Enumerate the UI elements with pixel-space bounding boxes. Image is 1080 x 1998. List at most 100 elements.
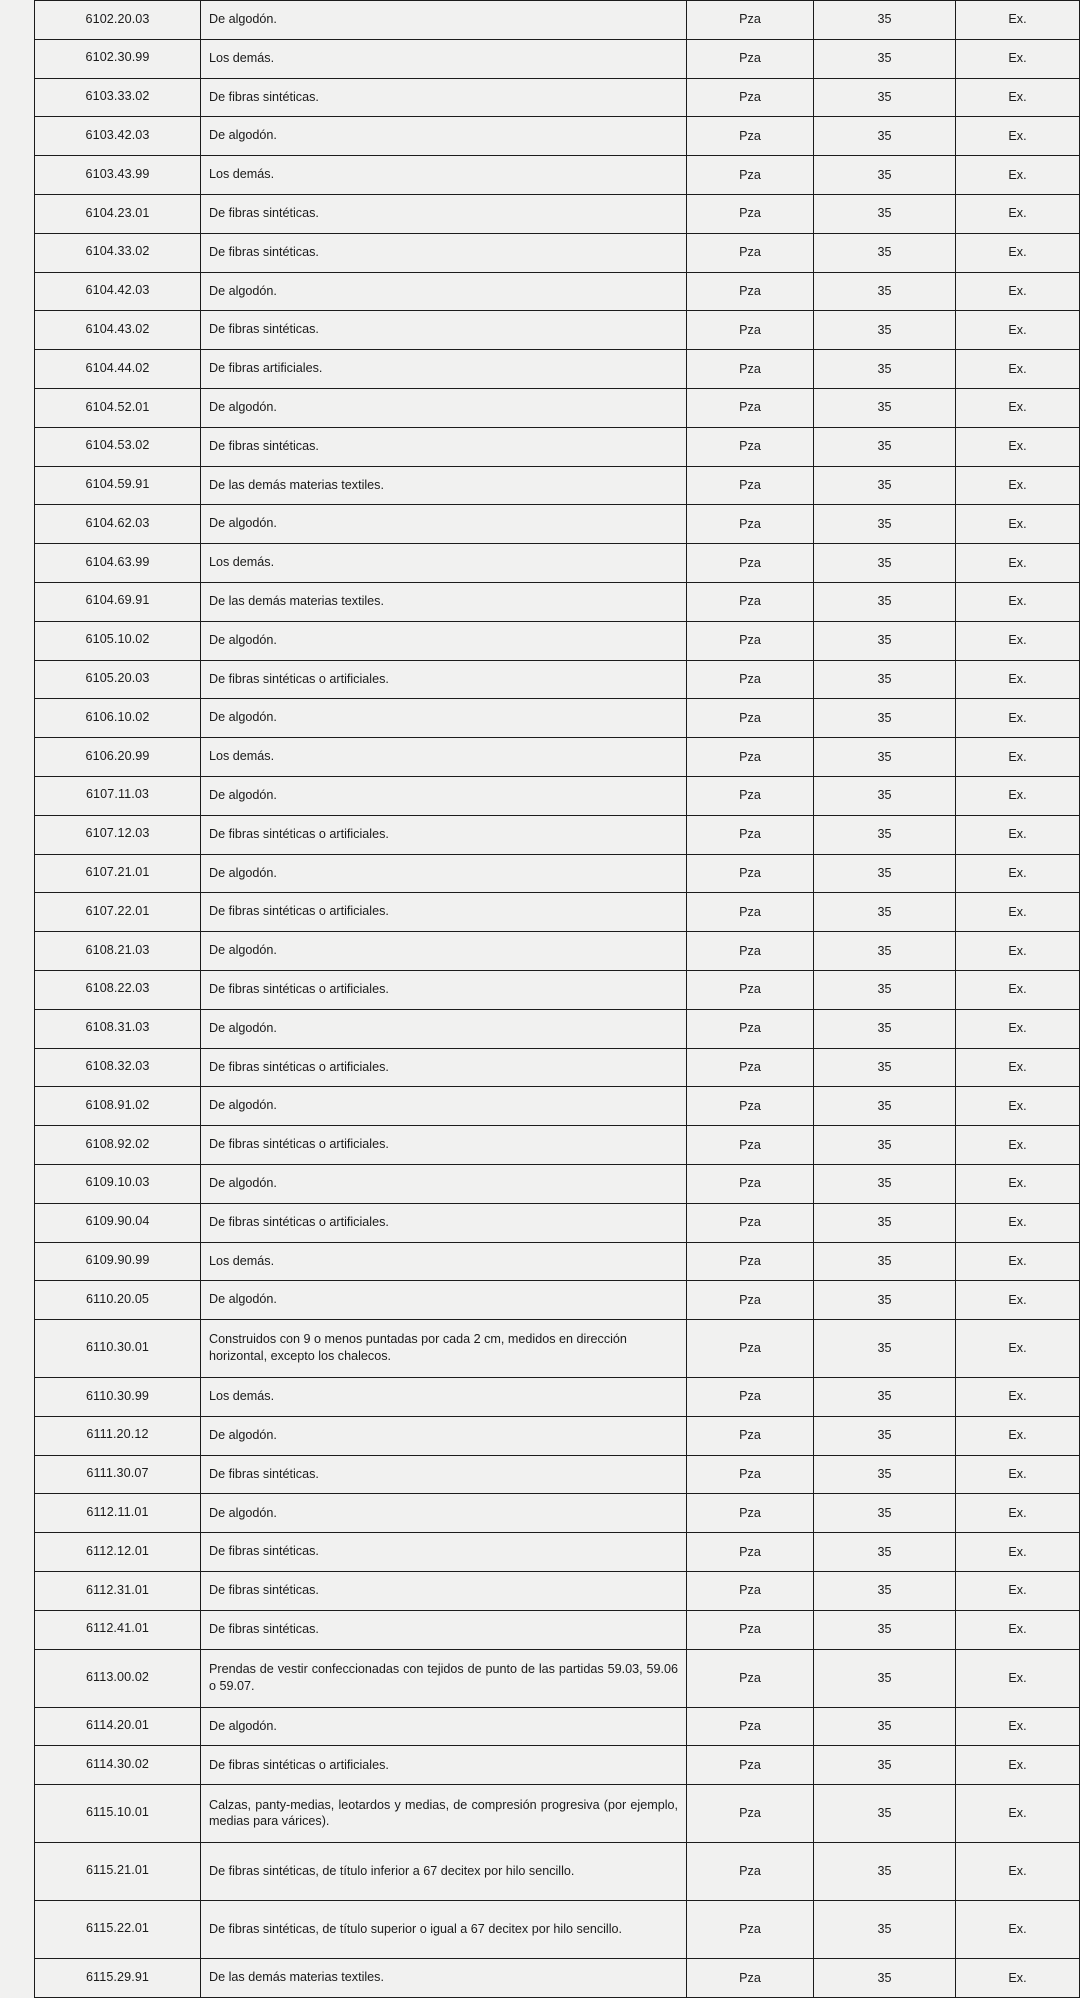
cell-tariff-code: 6113.00.02 [34,1648,201,1708]
cell-tariff-code: 6114.30.02 [34,1745,201,1786]
table-row: 6115.29.91 De las demás materias textiles… [34,1958,1080,1998]
cell-unit-of-measure: Pza [686,1706,814,1747]
cell-unit-of-measure: Pza [686,1532,814,1573]
cell-unit-of-measure: Pza [686,892,814,933]
cell-description: De fibras sintéticas. [200,77,687,118]
table-row: 6107.22.01 De fibras sintéticas o artific… [34,892,1080,933]
cell-unit-of-measure: Pza [686,1493,814,1534]
table-row: 6110.30.01 Construidos con 9 o menos punt… [34,1319,1080,1379]
cell-tariff-rate: 35 [813,1958,956,1998]
cell-tariff-rate: 35 [813,931,956,971]
cell-description: De algodón. [200,504,687,545]
table-row: 6115.22.01 De fibras sintéticas, de títul… [34,1900,1080,1960]
cell-tariff-code: 6108.21.03 [34,931,201,971]
cell-unit-of-measure: Pza [686,1958,814,1998]
cell-tariff-code: 6104.23.01 [34,193,201,234]
cell-unit-of-measure: Pza [686,581,814,622]
cell-description: De las demás materias textiles. [200,465,687,506]
cell-tariff-rate: 35 [813,1609,956,1650]
cell-preference: Ex. [955,775,1080,816]
cell-unit-of-measure: Pza [686,1571,814,1611]
cell-tariff-code: 6108.91.02 [34,1086,201,1127]
cell-unit-of-measure: Pza [686,1377,814,1417]
cell-preference: Ex. [955,349,1080,389]
table-row: 6104.59.91 De las demás materias textiles… [34,465,1080,506]
cell-unit-of-measure: Pza [686,426,814,467]
cell-description: De fibras sintéticas. [200,426,687,467]
table-row: 6111.30.07 De fibras sintéticas. Pza 35 Ex. [34,1454,1080,1495]
table-row: 6108.91.02 De algodón. Pza 35 Ex. [34,1086,1080,1127]
table-row: 6104.23.01 De fibras sintéticas. Pza 35 Ex. [34,193,1080,234]
table-row: 6110.20.05 De algodón. Pza 35 Ex. [34,1280,1080,1321]
table-row: 6107.21.01 De algodón. Pza 35 Ex. [34,853,1080,894]
cell-preference: Ex. [955,1493,1080,1534]
cell-tariff-rate: 35 [813,155,956,195]
cell-tariff-rate: 35 [813,1900,956,1960]
cell-preference: Ex. [955,38,1080,79]
cell-tariff-code: 6109.90.99 [34,1241,201,1282]
cell-description: De algodón. [200,620,687,661]
cell-preference: Ex. [955,1571,1080,1611]
cell-preference: Ex. [955,1008,1080,1049]
cell-unit-of-measure: Pza [686,737,814,777]
cell-preference: Ex. [955,310,1080,351]
table-row: 6105.10.02 De algodón. Pza 35 Ex. [34,620,1080,661]
table-row: 6104.43.02 De fibras sintéticas. Pza 35 Ex. [34,310,1080,351]
cell-tariff-code: 6107.12.03 [34,814,201,855]
cell-tariff-rate: 35 [813,620,956,661]
cell-tariff-rate: 35 [813,1086,956,1127]
cell-unit-of-measure: Pza [686,349,814,389]
cell-unit-of-measure: Pza [686,1163,814,1204]
cell-tariff-code: 6103.43.99 [34,155,201,195]
cell-description: De fibras sintéticas. [200,310,687,351]
cell-preference: Ex. [955,271,1080,312]
cell-description: De algodón. [200,271,687,312]
cell-unit-of-measure: Pza [686,1047,814,1088]
cell-preference: Ex. [955,737,1080,777]
table-row: 6102.20.03 De algodón. Pza 35 Ex. [34,0,1080,40]
table-row: 6109.90.99 Los demás. Pza 35 Ex. [34,1241,1080,1282]
cell-description: De fibras sintéticas o artificiales. [200,814,687,855]
cell-tariff-code: 6115.29.91 [34,1958,201,1998]
cell-tariff-rate: 35 [813,1415,956,1456]
cell-unit-of-measure: Pza [686,232,814,273]
cell-unit-of-measure: Pza [686,1784,814,1844]
cell-preference: Ex. [955,969,1080,1010]
cell-tariff-code: 6104.62.03 [34,504,201,545]
cell-description: De fibras sintéticas. [200,1532,687,1573]
cell-tariff-rate: 35 [813,349,956,389]
cell-tariff-code: 6110.30.01 [34,1319,201,1379]
cell-tariff-code: 6111.30.07 [34,1454,201,1495]
cell-tariff-code: 6102.30.99 [34,38,201,79]
cell-preference: Ex. [955,1745,1080,1786]
cell-description: Calzas, panty-medias, leotardos y medias… [200,1784,687,1844]
cell-unit-of-measure: Pza [686,465,814,506]
cell-unit-of-measure: Pza [686,193,814,234]
cell-tariff-rate: 35 [813,814,956,855]
cell-unit-of-measure: Pza [686,1086,814,1127]
cell-tariff-rate: 35 [813,1047,956,1088]
table-row: 6102.30.99 Los demás. Pza 35 Ex. [34,38,1080,79]
cell-preference: Ex. [955,1532,1080,1573]
cell-preference: Ex. [955,1706,1080,1747]
table-row: 6112.12.01 De fibras sintéticas. Pza 35 Ex. [34,1532,1080,1573]
cell-unit-of-measure: Pza [686,504,814,545]
table-row: 6104.63.99 Los demás. Pza 35 Ex. [34,543,1080,583]
cell-unit-of-measure: Pza [686,38,814,79]
cell-description: De las demás materias textiles. [200,581,687,622]
table-row: 6112.31.01 De fibras sintéticas. Pza 35 Ex. [34,1571,1080,1611]
cell-preference: Ex. [955,1163,1080,1204]
cell-tariff-rate: 35 [813,465,956,506]
cell-preference: Ex. [955,1900,1080,1960]
cell-tariff-code: 6104.33.02 [34,232,201,273]
cell-tariff-code: 6109.10.03 [34,1163,201,1204]
cell-description: De algodón. [200,775,687,816]
cell-tariff-code: 6110.20.05 [34,1280,201,1321]
cell-tariff-code: 6104.53.02 [34,426,201,467]
cell-unit-of-measure: Pza [686,310,814,351]
cell-description: De fibras sintéticas o artificiales. [200,1745,687,1786]
cell-tariff-code: 6112.11.01 [34,1493,201,1534]
cell-tariff-rate: 35 [813,1745,956,1786]
cell-description: De las demás materias textiles. [200,1958,687,1998]
cell-preference: Ex. [955,1047,1080,1088]
